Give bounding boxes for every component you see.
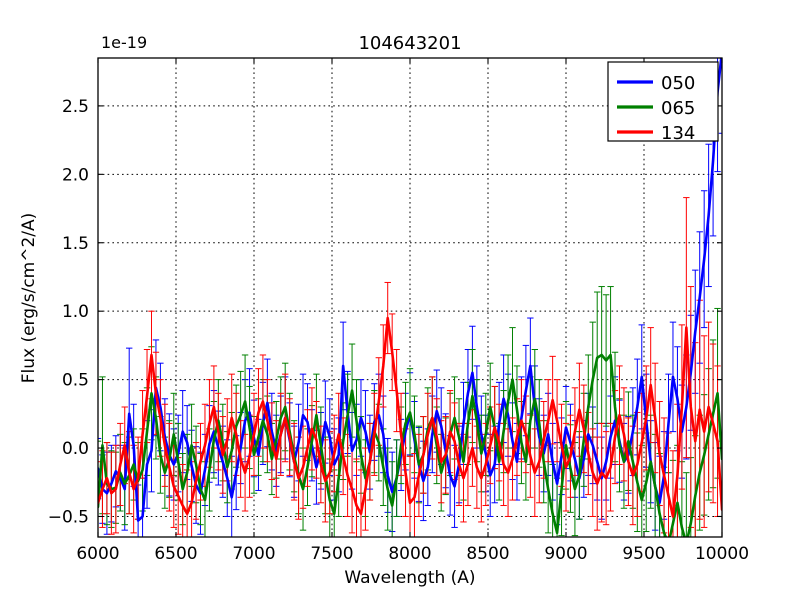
y-tick-label: 0.0 [62, 439, 89, 459]
y-tick-label: 0.5 [62, 371, 89, 391]
x-tick-label: 8000 [388, 544, 431, 564]
x-tick-label: 10000 [695, 544, 749, 564]
x-axis-title: Wavelength (A) [344, 568, 475, 588]
x-tick-label: 6000 [76, 544, 119, 564]
y-tick-label: −0.5 [48, 507, 89, 527]
legend[interactable]: 050 065 134 [607, 61, 719, 144]
y-axis-offset-label: 1e-19 [101, 33, 147, 52]
y-tick-label: 1.0 [62, 302, 89, 322]
y-tick-label: 2.0 [62, 165, 89, 185]
y-tick-label: 2.5 [62, 97, 89, 117]
x-tick-label: 6500 [154, 544, 197, 564]
legend-label-065: 065 [661, 98, 695, 119]
y-tick-label: 1.5 [62, 234, 89, 254]
legend-background [607, 61, 719, 142]
series-lines-layer [98, 58, 722, 537]
x-tick-label: 7500 [310, 544, 353, 564]
axis-ticks: 6000 6500 7000 7500 8000 8500 9000 9500 10000 −0.… [48, 58, 749, 564]
legend-label-050: 050 [661, 73, 695, 94]
x-tick-label: 9000 [544, 544, 587, 564]
legend-label-134: 134 [661, 123, 695, 144]
series-line-134 [98, 316, 722, 518]
legend-entries: 050 065 134 [617, 73, 695, 144]
page-title: 104643201 [358, 33, 461, 54]
series-line-065 [98, 353, 722, 537]
y-axis-title: Flux (erg/s/cm^2/A) [19, 213, 39, 384]
x-tick-label: 8500 [466, 544, 509, 564]
x-tick-label: 9500 [622, 544, 665, 564]
x-tick-label: 7000 [232, 544, 275, 564]
